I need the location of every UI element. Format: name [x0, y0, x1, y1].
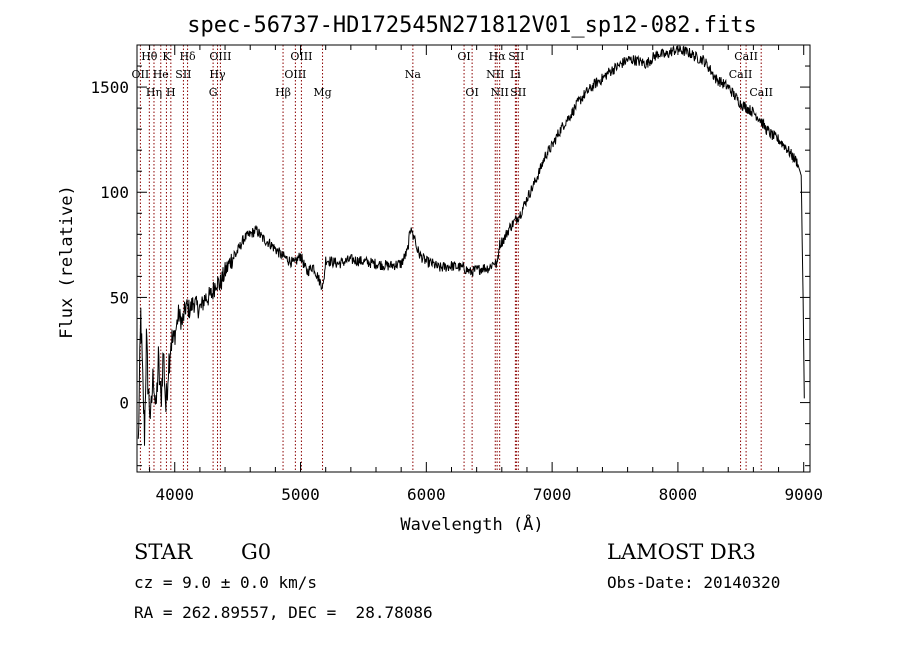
line-label-18: Hα: [489, 50, 507, 63]
line-label-2: Hη: [146, 86, 162, 99]
x-tick-label: 9000: [784, 485, 823, 504]
line-label-26: CaII: [749, 86, 773, 99]
line-label-12: OIII: [290, 50, 312, 63]
x-tick-label: 5000: [281, 485, 320, 504]
line-label-11: Hβ: [275, 86, 291, 99]
object-subclass: G0: [241, 540, 272, 564]
line-label-22: Li: [510, 68, 521, 81]
line-label-19: NII: [486, 68, 504, 81]
x-tick-label: 6000: [407, 485, 446, 504]
line-label-15: Na: [405, 68, 422, 81]
line-label-9: Hγ: [209, 68, 226, 81]
plot-frame: [136, 44, 811, 473]
line-label-1: OII: [132, 68, 150, 81]
line-label-6: SII: [175, 68, 191, 81]
line-label-16: OI: [457, 50, 470, 63]
line-label-17: OI: [465, 86, 478, 99]
spectral-line-markers: [139, 45, 762, 472]
line-label-8: OIII: [209, 50, 231, 63]
y-axis-label: Flux (relative): [57, 185, 77, 339]
line-label-4: K: [162, 50, 171, 63]
line-label-24: CaII: [734, 50, 758, 63]
survey-name: LAMOST DR3: [607, 540, 756, 564]
observation-date: Obs-Date: 20140320: [607, 573, 781, 592]
line-label-3: He: [153, 68, 169, 81]
x-tick-label: 7000: [533, 485, 572, 504]
line-label-25: CaII: [729, 68, 753, 81]
x-axis-label: Wavelength (Å): [400, 513, 543, 535]
y-tick-label: 1500: [90, 78, 129, 97]
coordinates-readout: RA = 262.89557, DEC = 28.78086: [134, 603, 433, 622]
y-tick-label: 50: [110, 288, 129, 307]
spectrum-line: [137, 44, 805, 446]
line-label-10: G: [209, 86, 218, 99]
spectrum-series: [137, 44, 805, 446]
y-tick-label: 100: [100, 183, 129, 202]
x-tick-label: 8000: [659, 485, 698, 504]
x-tick-label: 4000: [155, 485, 194, 504]
object-type: STAR: [134, 540, 193, 564]
line-label-5: H: [166, 86, 176, 99]
spectral-line-labels: Hθ OII Hη He K H SII Hδ OIII Hγ G Hβ OIII OIII Mg Na OI O…: [132, 50, 773, 99]
line-label-13: OIII: [284, 68, 306, 81]
y-tick-label: 0: [119, 394, 129, 413]
line-label-0: Hθ: [141, 50, 158, 63]
line-label-21: SII: [508, 50, 524, 63]
chart-title: spec-56737-HD172545N271812V01_sp12-082.f…: [187, 13, 757, 38]
line-label-14: Mg: [313, 86, 331, 99]
line-label-23: SII: [510, 86, 526, 99]
line-label-20: NII: [491, 86, 509, 99]
line-label-7: Hδ: [179, 50, 196, 63]
y-axis: 0 50 100 1500: [90, 65, 810, 467]
redshift-readout: cz = 9.0 ± 0.0 km/s: [134, 573, 318, 592]
x-axis: 4000 5000 6000 7000 8000 9000: [149, 45, 823, 504]
